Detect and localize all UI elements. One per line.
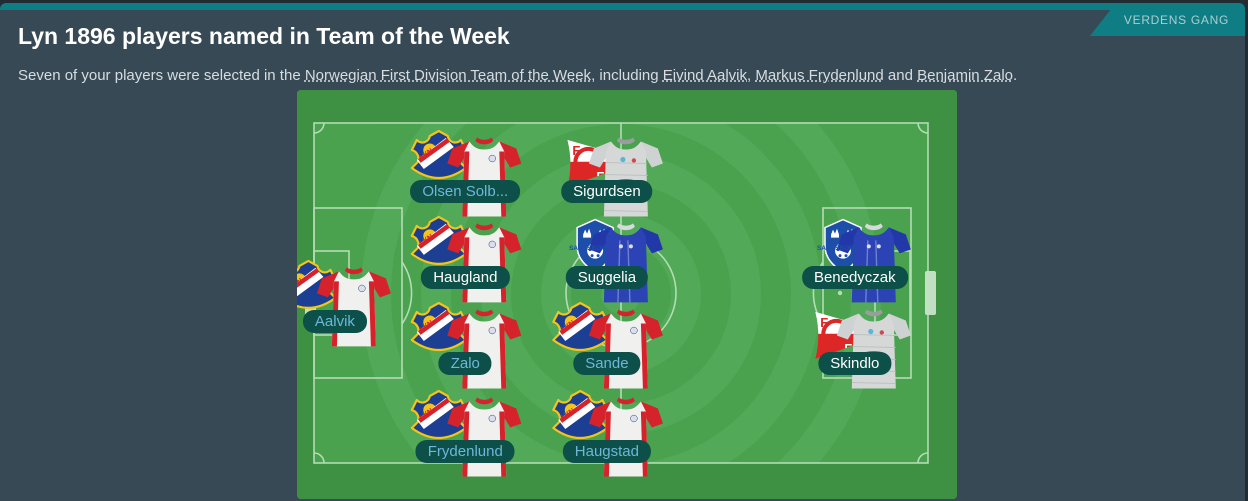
svg-text:SARPSBORG: SARPSBORG — [569, 245, 611, 252]
svg-text:SARPSBORG: SARPSBORG — [817, 245, 859, 252]
